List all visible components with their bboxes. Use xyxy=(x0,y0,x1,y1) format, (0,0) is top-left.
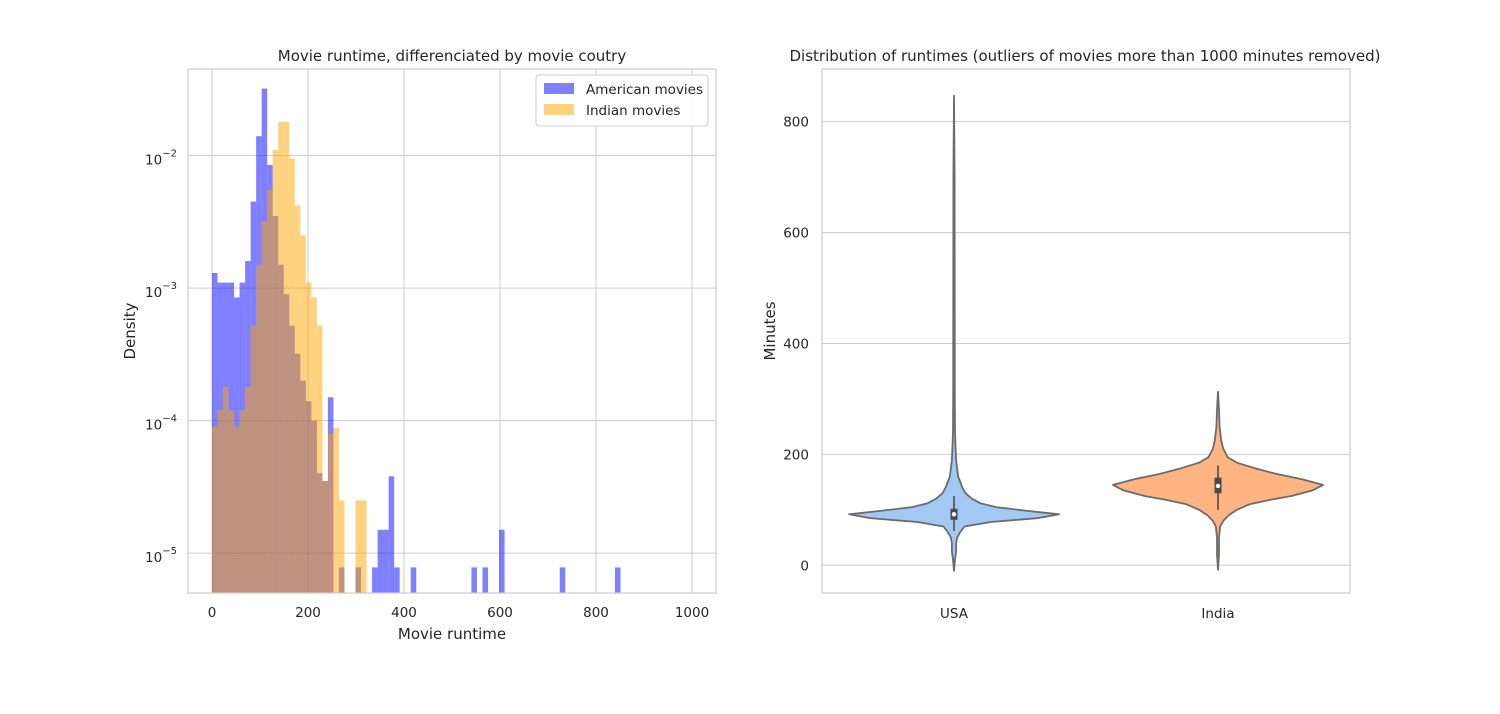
histogram-x-tick-label: 200 xyxy=(295,605,321,621)
histogram-series-indian xyxy=(212,121,367,594)
histogram-bar xyxy=(234,426,240,593)
violin-x-ticks: USA India xyxy=(940,606,1235,622)
histogram-bar xyxy=(217,410,224,593)
violin-y-tick-label: 200 xyxy=(783,447,809,463)
histogram-bar xyxy=(471,567,477,593)
violin-x-tick-label: India xyxy=(1201,606,1234,622)
histogram-bar xyxy=(300,235,306,593)
histogram-bar xyxy=(239,410,246,593)
violin-body xyxy=(848,94,1060,572)
histogram-bar xyxy=(388,476,395,593)
histogram-bar xyxy=(283,121,290,594)
histogram-x-ticks: 0 200 400 600 800 1000 xyxy=(208,605,709,621)
histogram-legend: American movies Indian movies xyxy=(535,74,709,127)
histogram-bar xyxy=(267,189,273,594)
violin-y-tick-label: 600 xyxy=(783,226,809,242)
histogram-bar xyxy=(228,410,235,593)
histogram-title: Movie runtime, differenciated by movie c… xyxy=(278,47,627,65)
histogram-x-tick-label: 800 xyxy=(583,605,609,621)
violin-y-tick-label: 800 xyxy=(783,115,809,131)
histogram-x-tick-label: 1000 xyxy=(675,605,709,621)
histogram-bar xyxy=(294,205,301,593)
histogram-bar xyxy=(250,325,257,593)
histogram-bar xyxy=(410,567,417,593)
histogram-bar xyxy=(327,433,334,593)
histogram-bar xyxy=(394,567,400,593)
violin-plot-area xyxy=(822,69,1350,593)
histogram-bar xyxy=(482,567,488,593)
histogram-bar xyxy=(377,529,384,593)
histogram-bar xyxy=(338,500,345,593)
histogram-bar xyxy=(311,297,317,593)
histogram-x-tick-label: 400 xyxy=(391,605,417,621)
violin-y-tick-label: 0 xyxy=(800,558,809,574)
histogram-bar xyxy=(272,150,279,593)
histogram-bar xyxy=(333,427,339,593)
violin-shapes xyxy=(848,94,1324,572)
legend-label-indian: Indian movies xyxy=(586,103,680,119)
histogram-y-label: Density xyxy=(121,302,139,359)
violin-median-dot xyxy=(951,512,957,517)
histogram-bar xyxy=(256,264,262,593)
legend-swatch-indian xyxy=(544,104,574,115)
violin-gridlines xyxy=(822,121,1350,566)
histogram-bar xyxy=(212,426,218,593)
violin-y-tick-label: 400 xyxy=(783,336,809,352)
histogram-bar xyxy=(559,567,566,593)
violin-y-ticks: 0 200 400 600 800 xyxy=(783,115,809,575)
histogram-bar xyxy=(614,567,621,593)
histogram-bar xyxy=(322,481,328,593)
histogram-bar xyxy=(316,325,323,593)
histogram-bar xyxy=(383,529,389,593)
histogram-bar xyxy=(305,282,312,593)
violin-frame xyxy=(821,68,1351,594)
legend-box xyxy=(535,74,709,127)
violin-x-tick-label: USA xyxy=(940,606,969,622)
histogram-bar xyxy=(289,158,295,594)
histogram-bar xyxy=(372,567,378,593)
legend-label-american: American movies xyxy=(586,82,703,98)
violin-title: Distribution of runtimes (outliers of mo… xyxy=(790,47,1381,65)
histogram-bar xyxy=(499,529,505,593)
histogram-frame xyxy=(187,68,717,594)
violin-y-label: Minutes xyxy=(761,301,779,360)
histogram-bars xyxy=(212,88,621,594)
violin-chart: USA India 0 200 400 600 800 Distribution of r… xyxy=(761,47,1381,622)
histogram-bar xyxy=(355,500,362,593)
violin-median-dot xyxy=(1215,483,1221,489)
violin-india xyxy=(1112,390,1324,571)
legend-swatch-american xyxy=(544,83,574,94)
histogram-x-label: Movie runtime xyxy=(398,625,506,643)
histogram-bar xyxy=(261,221,268,593)
histogram-x-tick-label: 600 xyxy=(487,605,513,621)
histogram-bar xyxy=(278,121,284,594)
histogram-x-tick-label: 0 xyxy=(208,605,217,621)
histogram-bar xyxy=(361,500,367,593)
histogram-bar xyxy=(245,386,251,593)
histogram-chart: 0 200 400 600 800 1000 10−510−410−310−2 Movie… xyxy=(121,47,717,643)
histogram-bar xyxy=(223,386,229,593)
violin-usa xyxy=(848,94,1060,572)
